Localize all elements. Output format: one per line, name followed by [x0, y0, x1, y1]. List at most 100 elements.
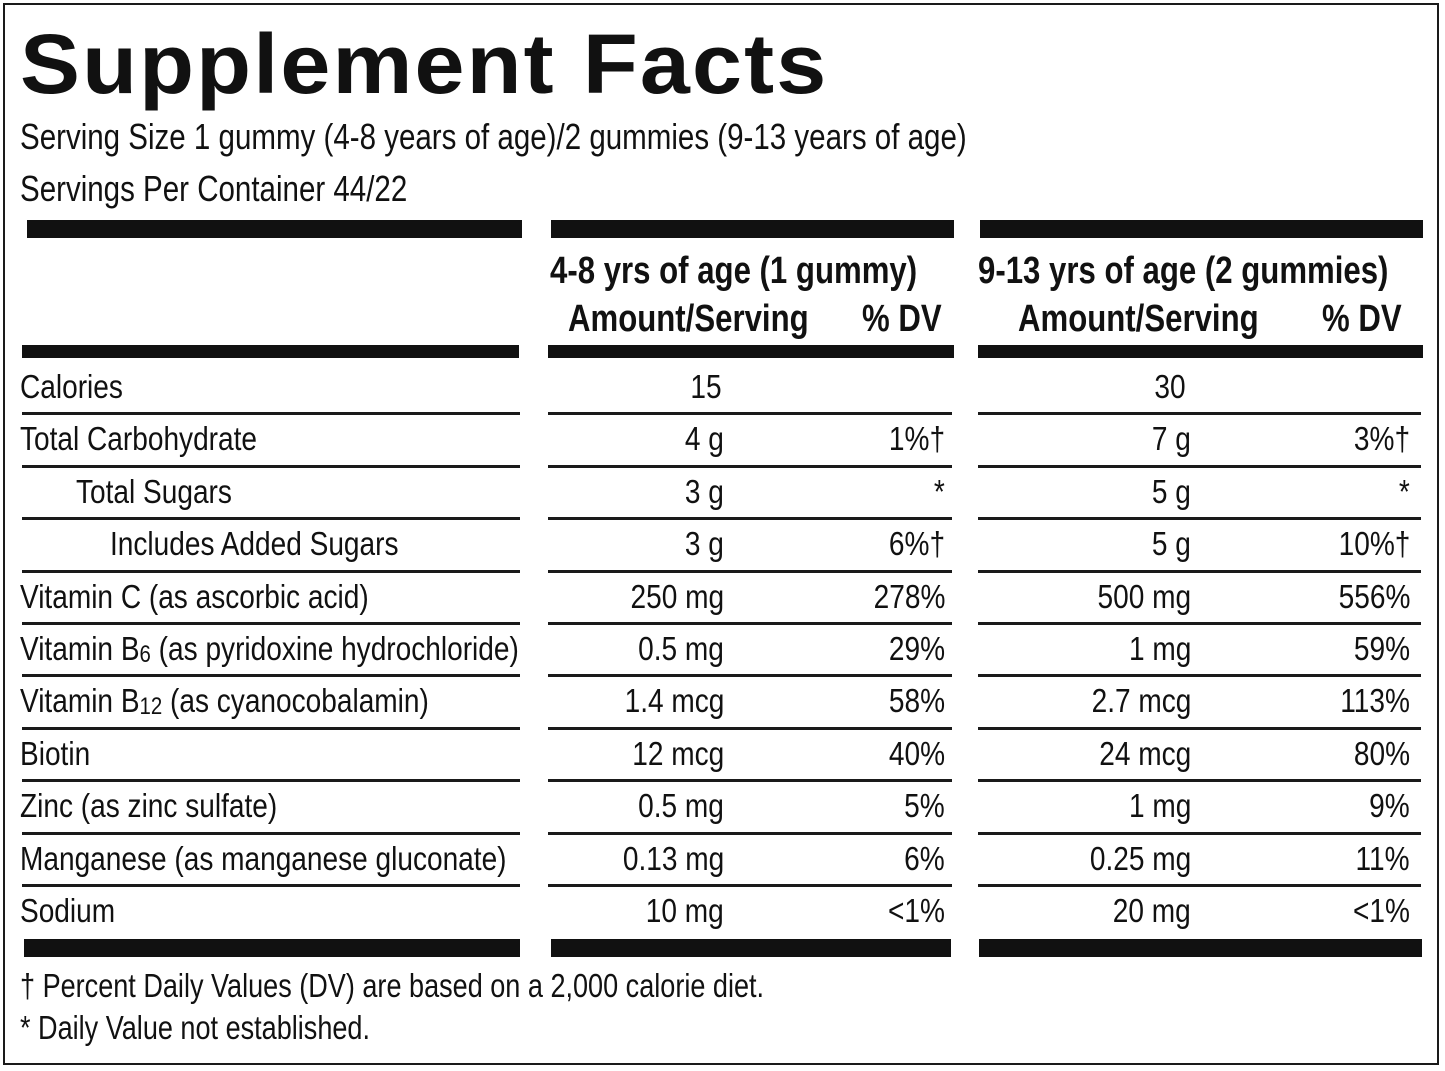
row-divider [978, 674, 1421, 677]
col2-amount-value: 500 mg [1097, 578, 1191, 615]
header-bar-labels [22, 345, 519, 358]
col1-amount-value: 0.5 mg [638, 787, 724, 824]
col1-amount-value: 3 g [685, 525, 724, 562]
row-divider [22, 465, 520, 468]
col2-amount-value: 24 mcg [1099, 735, 1191, 772]
col2-dv-value: 113% [1340, 682, 1410, 719]
col1-amount-value: 250 mg [630, 578, 724, 615]
col1-dv-header: % DV [862, 298, 942, 340]
col1-amount-value: 15 [690, 368, 722, 405]
col1-group-header: 4-8 yrs of age (1 gummy) [550, 250, 918, 292]
col2-amount-value: 30 [1154, 368, 1186, 405]
col1-amount-value: 0.13 mg [622, 840, 724, 877]
top-bar-labels [27, 220, 522, 238]
bottom-bar-col1 [551, 939, 951, 957]
col2-dv-value: 10%† [1338, 525, 1410, 562]
col2-amount-header: Amount/Serving [1018, 298, 1259, 340]
bottom-bar-col2 [979, 939, 1422, 957]
col1-amount-value: 4 g [685, 420, 724, 457]
bottom-bar-labels [24, 939, 520, 957]
col2-dv-value: <1% [1353, 892, 1410, 929]
row-label: Total Carbohydrate [20, 420, 258, 457]
row-divider [548, 570, 952, 573]
row-divider [978, 570, 1421, 573]
col2-dv-value: 9% [1369, 787, 1410, 824]
footnote-asterisk: * Daily Value not established. [20, 1009, 370, 1046]
col1-amount-value: 12 mcg [632, 735, 724, 772]
top-bar-col1 [551, 220, 954, 238]
row-divider [22, 884, 520, 887]
row-divider [978, 412, 1421, 415]
col2-amount-value: 7 g [1152, 420, 1191, 457]
row-divider [548, 832, 952, 835]
row-divider [548, 884, 952, 887]
col2-amount-value: 0.25 mg [1089, 840, 1191, 877]
row-label: Sodium [20, 892, 116, 929]
col1-dv-value: * [934, 473, 945, 510]
col1-amount-value: 1.4 mcg [624, 682, 724, 719]
row-divider [548, 674, 952, 677]
col2-amount-value: 5 g [1152, 473, 1191, 510]
row-divider [978, 884, 1421, 887]
col2-dv-header: % DV [1322, 298, 1402, 340]
row-label: Calories [20, 368, 123, 405]
col1-dv-value: 58% [888, 682, 945, 719]
row-divider [978, 727, 1421, 730]
row-label: Vitamin B12 (as cyanocobalamin) [20, 682, 429, 720]
row-label: Vitamin C (as ascorbic acid) [20, 578, 369, 615]
row-label: Zinc (as zinc sulfate) [20, 787, 278, 824]
row-label: Includes Added Sugars [110, 525, 399, 562]
header-bar-col2 [978, 345, 1423, 358]
col1-amount-header: Amount/Serving [568, 298, 809, 340]
col1-amount-value: 0.5 mg [638, 630, 724, 667]
col2-group-header: 9-13 yrs of age (2 gummies) [978, 250, 1389, 292]
col2-dv-value: * [1399, 473, 1410, 510]
label-frame [3, 3, 1439, 1065]
col2-dv-value: 59% [1353, 630, 1410, 667]
footnote-dagger: † Percent Daily Values (DV) are based on… [20, 967, 765, 1004]
row-divider [22, 779, 520, 782]
servings-per-container: Servings Per Container 44/22 [20, 168, 408, 209]
col1-dv-value: 6% [904, 840, 945, 877]
col2-dv-value: 3%† [1353, 420, 1410, 457]
row-divider [978, 465, 1421, 468]
col1-dv-value: 40% [888, 735, 945, 772]
col1-dv-value: 6%† [888, 525, 945, 562]
col2-amount-value: 20 mg [1113, 892, 1191, 929]
row-divider [978, 832, 1421, 835]
row-divider [22, 622, 520, 625]
row-divider [548, 465, 952, 468]
row-divider [548, 622, 952, 625]
col2-dv-value: 11% [1355, 840, 1410, 877]
col2-amount-value: 2.7 mcg [1091, 682, 1191, 719]
row-divider [22, 674, 520, 677]
row-divider [978, 622, 1421, 625]
col2-amount-value: 1 mg [1128, 630, 1191, 667]
row-label: Total Sugars [76, 473, 232, 510]
header-bar-col1 [548, 345, 954, 358]
col1-dv-value: 29% [888, 630, 945, 667]
col1-amount-value: 10 mg [646, 892, 724, 929]
row-label: Manganese (as manganese gluconate) [20, 840, 507, 877]
row-divider [22, 727, 520, 730]
col2-dv-value: 80% [1353, 735, 1410, 772]
label-title: Supplement Facts [20, 17, 829, 111]
row-divider [22, 832, 520, 835]
row-divider [548, 412, 952, 415]
row-divider [548, 779, 952, 782]
col1-amount-value: 3 g [685, 473, 724, 510]
row-divider [22, 517, 520, 520]
row-divider [978, 779, 1421, 782]
row-divider [978, 517, 1421, 520]
row-divider [548, 517, 952, 520]
col2-dv-value: 556% [1338, 578, 1410, 615]
row-divider [22, 570, 520, 573]
col1-dv-value: 278% [873, 578, 945, 615]
serving-size: Serving Size 1 gummy (4-8 years of age)/… [20, 116, 967, 157]
col2-amount-value: 5 g [1152, 525, 1191, 562]
col1-dv-value: 5% [904, 787, 945, 824]
row-label: Biotin [20, 735, 91, 772]
col1-dv-value: 1%† [888, 420, 945, 457]
row-divider [22, 412, 520, 415]
row-label: Vitamin B6 (as pyridoxine hydrochloride) [20, 630, 519, 668]
